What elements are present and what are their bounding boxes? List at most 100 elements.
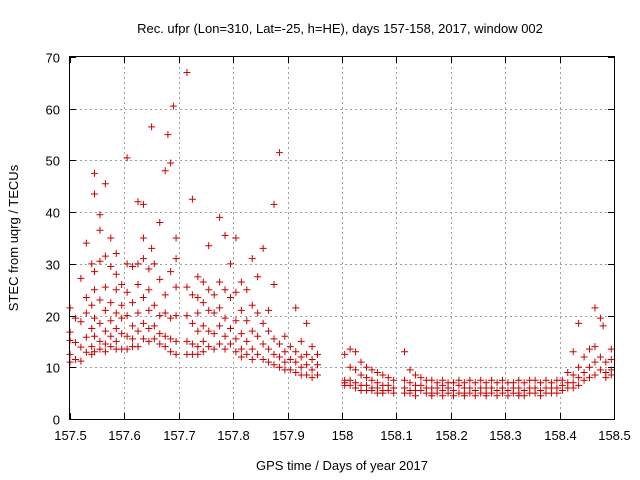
data-point xyxy=(498,389,506,397)
data-point xyxy=(275,149,283,157)
data-point xyxy=(596,353,604,361)
data-point xyxy=(558,387,566,395)
data-point xyxy=(232,348,240,356)
data-point xyxy=(243,286,251,294)
data-point xyxy=(167,348,175,356)
data-point xyxy=(148,123,156,131)
data-point xyxy=(607,371,615,379)
data-point xyxy=(352,366,360,374)
data-point xyxy=(520,392,528,400)
data-point xyxy=(362,363,370,371)
data-point xyxy=(107,234,115,242)
data-point xyxy=(607,345,615,353)
axis-ticks xyxy=(70,57,615,420)
data-point xyxy=(82,333,90,341)
x-tick-label: 158 xyxy=(332,428,354,443)
data-point xyxy=(248,345,256,353)
data-point xyxy=(150,322,158,330)
data-point xyxy=(123,288,131,296)
data-point xyxy=(520,379,528,387)
data-point xyxy=(172,337,180,345)
data-point xyxy=(90,268,98,276)
data-point xyxy=(156,340,164,348)
data-point xyxy=(167,314,175,322)
data-point xyxy=(254,309,262,317)
x-tick-label: 157.9 xyxy=(272,428,305,443)
data-point xyxy=(210,291,218,299)
data-point xyxy=(199,337,207,345)
data-point xyxy=(134,260,142,268)
data-point xyxy=(384,387,392,395)
data-point xyxy=(292,358,300,366)
data-point xyxy=(232,317,240,325)
data-point xyxy=(77,357,85,365)
data-point xyxy=(575,374,583,382)
data-point xyxy=(169,102,177,110)
y-axis-label: STEC from uqrg / TECUs xyxy=(6,164,21,311)
data-point xyxy=(226,293,234,301)
data-point xyxy=(248,255,256,263)
data-point xyxy=(428,376,436,384)
data-point xyxy=(183,69,191,77)
data-point xyxy=(101,348,109,356)
data-point xyxy=(248,327,256,335)
data-point xyxy=(96,337,104,345)
data-point xyxy=(270,350,278,358)
y-tick-label: 0 xyxy=(53,413,60,428)
data-point xyxy=(172,350,180,358)
data-point xyxy=(237,345,245,353)
data-point xyxy=(232,234,240,242)
data-point xyxy=(221,345,229,353)
data-point xyxy=(172,255,180,263)
x-axis-label: GPS time / Days of year 2017 xyxy=(256,458,428,473)
data-point xyxy=(88,343,96,351)
data-point xyxy=(531,389,539,397)
data-point xyxy=(346,381,354,389)
data-point xyxy=(281,358,289,366)
data-point xyxy=(602,358,610,366)
data-point xyxy=(216,278,224,286)
data-point xyxy=(161,309,169,317)
data-point xyxy=(134,198,142,206)
data-point xyxy=(88,301,96,309)
data-point xyxy=(194,327,202,335)
data-point xyxy=(292,348,300,356)
data-point xyxy=(357,371,365,379)
data-point xyxy=(90,332,98,340)
data-point xyxy=(265,327,273,335)
data-point xyxy=(129,262,137,270)
data-point xyxy=(210,309,218,317)
data-point xyxy=(596,366,604,374)
data-point xyxy=(101,252,109,260)
data-point xyxy=(107,317,115,325)
data-point xyxy=(199,278,207,286)
data-point xyxy=(134,281,142,289)
data-point xyxy=(77,274,85,282)
data-point xyxy=(265,358,273,366)
data-point xyxy=(237,330,245,338)
data-point xyxy=(607,356,615,364)
data-point xyxy=(504,392,512,400)
data-point xyxy=(275,340,283,348)
data-point xyxy=(569,348,577,356)
data-point xyxy=(112,286,120,294)
data-point xyxy=(450,379,458,387)
data-point xyxy=(164,131,172,139)
data-point xyxy=(259,319,267,327)
data-point xyxy=(542,376,550,384)
data-point xyxy=(498,376,506,384)
data-point xyxy=(243,350,251,358)
data-point xyxy=(90,314,98,322)
data-point xyxy=(254,332,262,340)
data-point xyxy=(205,306,213,314)
data-point xyxy=(259,340,267,348)
data-point xyxy=(599,322,607,330)
x-tick-label: 157.8 xyxy=(217,428,250,443)
data-point xyxy=(352,384,360,392)
x-tick-label: 157.6 xyxy=(108,428,141,443)
data-point xyxy=(586,374,594,382)
data-point xyxy=(455,381,463,389)
data-point xyxy=(303,371,311,379)
x-tick-label: 157.7 xyxy=(163,428,196,443)
data-point xyxy=(139,234,147,242)
